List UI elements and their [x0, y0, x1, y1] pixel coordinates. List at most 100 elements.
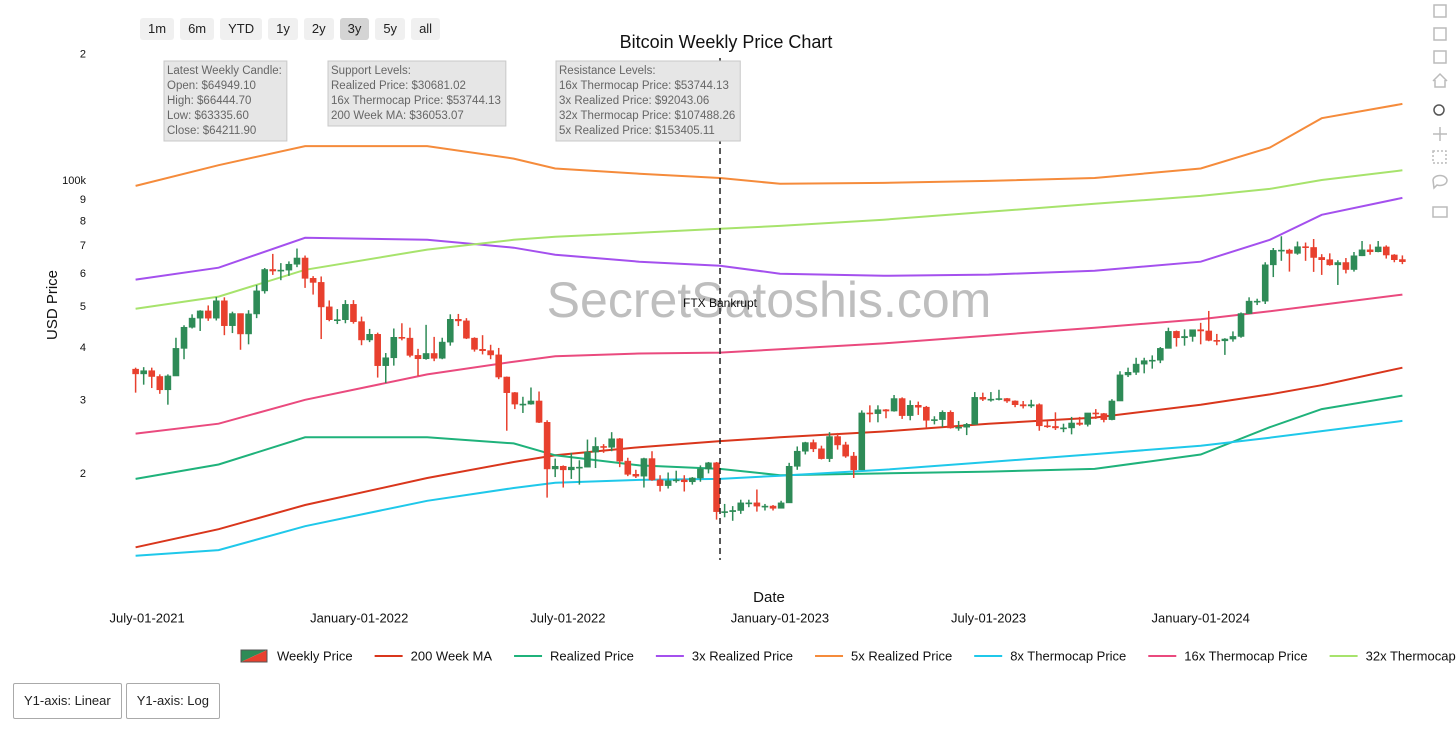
zoom-out-icon[interactable]	[1433, 27, 1447, 41]
candle-body	[172, 348, 180, 377]
candle-body	[1391, 254, 1398, 260]
candle-body	[342, 304, 349, 320]
candle-body	[1205, 330, 1213, 341]
x-tick-label: July-01-2023	[951, 610, 1026, 625]
legend-item: 5x Realized Price	[815, 648, 952, 663]
range-button[interactable]: 3y	[339, 18, 370, 40]
y-tick-label: 5	[80, 301, 86, 313]
candle-body	[1157, 348, 1164, 361]
candle-body	[1052, 426, 1059, 429]
y-tick-label: 2	[80, 468, 86, 480]
legend-item: Weekly Price	[240, 648, 353, 663]
reset-icon[interactable]	[1432, 72, 1448, 88]
candle-body	[253, 290, 260, 315]
candle-body	[931, 419, 938, 421]
candle-body	[713, 462, 720, 512]
candle-body	[140, 370, 147, 375]
legend-label: Realized Price	[550, 648, 634, 663]
select-icon[interactable]	[1432, 150, 1447, 164]
pan-icon[interactable]	[1433, 127, 1447, 141]
plot-area	[132, 102, 1406, 557]
info-text: Support Levels:	[331, 65, 411, 77]
range-button[interactable]: 1m	[140, 18, 175, 40]
series-line	[135, 293, 1403, 435]
x-tick-label: January-01-2023	[731, 610, 829, 625]
y-tick-label: 6	[80, 268, 86, 280]
range-button[interactable]: all	[411, 18, 441, 40]
candle-body	[350, 304, 357, 322]
info-box-bg	[555, 60, 741, 142]
candle-body	[1132, 363, 1140, 373]
axis-button[interactable]: Y1-axis: Linear	[13, 683, 122, 719]
candle-body	[446, 319, 454, 343]
legend-label: 200 Week MA	[411, 648, 493, 663]
candle-body	[245, 313, 252, 335]
camera-icon[interactable]	[1432, 206, 1448, 218]
range-button[interactable]: 2y	[303, 18, 334, 40]
zoom-icon[interactable]	[1433, 104, 1445, 116]
watermark: SecretSatoshis.com	[547, 272, 992, 328]
candle-body	[1044, 425, 1051, 428]
x-tick-label: January-01-2022	[310, 610, 408, 625]
candle-body	[793, 450, 801, 467]
autoscale-icon[interactable]	[1433, 50, 1447, 64]
info-box: Latest Weekly Candle: Open: $64949.10 High…	[163, 60, 288, 142]
candle-body	[1197, 329, 1204, 332]
candle-body	[148, 370, 156, 377]
range-button[interactable]: 6m	[180, 18, 215, 40]
legend-label: 3x Realized Price	[692, 648, 793, 663]
candle-body	[1140, 360, 1148, 365]
candle-body	[317, 282, 325, 308]
candle-body	[551, 465, 559, 470]
info-text: 32x Thermocap Price: $107488.26	[559, 110, 735, 122]
candle-body	[753, 502, 761, 507]
lasso-icon[interactable]	[1432, 174, 1448, 190]
range-button[interactable]: 5y	[375, 18, 406, 40]
candle-body	[729, 510, 736, 512]
candle-body	[527, 400, 535, 405]
legend-label: Weekly Price	[277, 648, 353, 663]
candle-body	[1116, 374, 1124, 402]
axis-buttons: Y1-axis: Linear Y1-axis: Log	[13, 683, 220, 719]
axis-button[interactable]: Y1-axis: Log	[125, 683, 220, 719]
candle-body	[842, 444, 849, 457]
candle-body	[1237, 313, 1245, 337]
range-button[interactable]: YTD	[220, 18, 263, 40]
candle-body	[1100, 413, 1108, 420]
info-text: Low: $63335.60	[167, 110, 249, 122]
candle-body	[979, 397, 987, 400]
zoom-in-icon[interactable]	[1433, 4, 1447, 18]
candle-body	[156, 376, 164, 391]
candle-body	[1092, 412, 1100, 415]
candle-body	[212, 300, 220, 319]
candle-body	[366, 334, 373, 341]
candle-body	[648, 458, 656, 481]
legend-swatch-border	[240, 649, 268, 663]
candle-body	[1286, 249, 1293, 254]
range-button[interactable]: 1y	[268, 18, 298, 40]
candle-body	[293, 257, 301, 265]
candle-body	[592, 446, 599, 453]
candle-body	[406, 337, 414, 356]
legend-item: 200 Week MA	[374, 648, 493, 663]
candle-body	[1366, 249, 1374, 253]
candle-body	[608, 438, 615, 448]
candle-body	[422, 353, 430, 360]
candle-body	[1342, 262, 1350, 270]
x-tick-label: January-01-2024	[1152, 610, 1250, 625]
candle-body	[188, 317, 196, 328]
candle-body	[1229, 336, 1237, 340]
legend-item: 16x Thermocap Price	[1148, 648, 1308, 663]
candle-body	[616, 438, 624, 462]
candle-body	[1294, 246, 1301, 254]
candle-body	[955, 426, 962, 429]
candle-body	[559, 465, 567, 471]
candle-body	[261, 269, 269, 292]
series-line	[135, 169, 1403, 310]
legend-label: 32x Thermocap Price	[1366, 648, 1456, 663]
info-box: Resistance Levels: 16x Thermocap Price: $…	[555, 60, 741, 142]
candle-body	[487, 350, 494, 356]
candle-body	[810, 442, 817, 450]
info-text: Latest Weekly Candle:	[167, 65, 282, 77]
